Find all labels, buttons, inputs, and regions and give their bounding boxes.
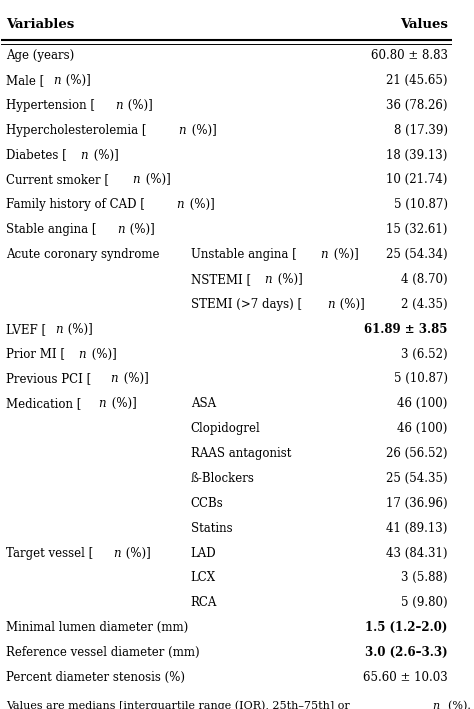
Text: Age (years): Age (years)	[6, 49, 74, 62]
Text: (%).: (%).	[441, 700, 471, 709]
Text: 46 (100): 46 (100)	[397, 397, 447, 411]
Text: (%)]: (%)]	[108, 397, 137, 411]
Text: Hypercholesterolemia [: Hypercholesterolemia [	[6, 123, 146, 137]
Text: Previous PCI [: Previous PCI [	[6, 372, 91, 386]
Text: 5 (10.87): 5 (10.87)	[393, 199, 447, 211]
Text: 43 (84.31): 43 (84.31)	[386, 547, 447, 559]
Text: 15 (32.61): 15 (32.61)	[386, 223, 447, 236]
Text: NSTEMI [: NSTEMI [	[191, 273, 251, 286]
Text: Current smoker [: Current smoker [	[6, 174, 109, 186]
Text: 4 (8.70): 4 (8.70)	[401, 273, 447, 286]
Text: 21 (45.65): 21 (45.65)	[386, 74, 447, 87]
Text: 25 (54.35): 25 (54.35)	[386, 472, 447, 485]
Text: n: n	[53, 74, 61, 87]
Text: n: n	[178, 123, 186, 137]
Text: n: n	[110, 372, 118, 386]
Text: 2 (4.35): 2 (4.35)	[401, 298, 447, 311]
Text: (%)]: (%)]	[330, 248, 358, 261]
Text: CCBs: CCBs	[191, 497, 223, 510]
Text: 5 (9.80): 5 (9.80)	[401, 596, 447, 609]
Text: 25 (54.34): 25 (54.34)	[386, 248, 447, 261]
Text: Values are medians [interquartile range (IQR), 25th–75th] or: Values are medians [interquartile range …	[6, 700, 353, 709]
Text: (%)]: (%)]	[126, 223, 155, 236]
Text: 1.5 (1.2–2.0): 1.5 (1.2–2.0)	[365, 621, 447, 634]
Text: ß-Blockers: ß-Blockers	[191, 472, 255, 485]
Text: Statins: Statins	[191, 522, 232, 535]
Text: 3 (6.52): 3 (6.52)	[401, 347, 447, 361]
Text: 5 (10.87): 5 (10.87)	[393, 372, 447, 386]
Text: (%)]: (%)]	[90, 149, 118, 162]
Text: n: n	[113, 547, 120, 559]
Text: RAAS antagonist: RAAS antagonist	[191, 447, 291, 460]
Text: Medication [: Medication [	[6, 397, 81, 411]
Text: (%)]: (%)]	[188, 123, 216, 137]
Text: 8 (17.39): 8 (17.39)	[393, 123, 447, 137]
Text: LCX: LCX	[191, 571, 216, 584]
Text: 3.0 (2.6–3.3): 3.0 (2.6–3.3)	[365, 646, 447, 659]
Text: (%)]: (%)]	[186, 199, 214, 211]
Text: 26 (56.52): 26 (56.52)	[386, 447, 447, 460]
Text: n: n	[117, 223, 125, 236]
Text: n: n	[78, 347, 86, 361]
Text: (%)]: (%)]	[274, 273, 302, 286]
Text: 61.89 ± 3.85: 61.89 ± 3.85	[364, 323, 447, 335]
Text: STEMI (>7 days) [: STEMI (>7 days) [	[191, 298, 302, 311]
Text: RCA: RCA	[191, 596, 217, 609]
Text: (%)]: (%)]	[120, 372, 148, 386]
Text: LVEF [: LVEF [	[6, 323, 46, 335]
Text: Hypertension [: Hypertension [	[6, 99, 95, 112]
Text: Unstable angina [: Unstable angina [	[191, 248, 296, 261]
Text: n: n	[99, 397, 106, 411]
Text: 10 (21.74): 10 (21.74)	[386, 174, 447, 186]
Text: (%)]: (%)]	[125, 99, 153, 112]
Text: 3 (5.88): 3 (5.88)	[401, 571, 447, 584]
Text: n: n	[432, 700, 439, 709]
Text: Values: Values	[400, 18, 447, 31]
Text: Reference vessel diameter (mm): Reference vessel diameter (mm)	[6, 646, 200, 659]
Text: 46 (100): 46 (100)	[397, 422, 447, 435]
Text: (%)]: (%)]	[62, 74, 91, 87]
Text: Clopidogrel: Clopidogrel	[191, 422, 260, 435]
Text: 36 (78.26): 36 (78.26)	[386, 99, 447, 112]
Text: (%)]: (%)]	[142, 174, 170, 186]
Text: n: n	[115, 99, 123, 112]
Text: Family history of CAD [: Family history of CAD [	[6, 199, 145, 211]
Text: Percent diameter stenosis (%): Percent diameter stenosis (%)	[6, 671, 185, 684]
Text: 17 (36.96): 17 (36.96)	[386, 497, 447, 510]
Text: 18 (39.13): 18 (39.13)	[386, 149, 447, 162]
Text: (%)]: (%)]	[337, 298, 365, 311]
Text: n: n	[132, 174, 140, 186]
Text: 60.80 ± 8.83: 60.80 ± 8.83	[371, 49, 447, 62]
Text: (%)]: (%)]	[64, 323, 93, 335]
Text: Stable angina [: Stable angina [	[6, 223, 96, 236]
Text: Variables: Variables	[6, 18, 74, 31]
Text: 41 (89.13): 41 (89.13)	[386, 522, 447, 535]
Text: LAD: LAD	[191, 547, 216, 559]
Text: n: n	[264, 273, 272, 286]
Text: n: n	[320, 248, 328, 261]
Text: Minimal lumen diameter (mm): Minimal lumen diameter (mm)	[6, 621, 188, 634]
Text: n: n	[55, 323, 63, 335]
Text: Male [: Male [	[6, 74, 44, 87]
Text: Prior MI [: Prior MI [	[6, 347, 65, 361]
Text: n: n	[327, 298, 335, 311]
Text: Diabetes [: Diabetes [	[6, 149, 67, 162]
Text: n: n	[81, 149, 88, 162]
Text: n: n	[176, 199, 184, 211]
Text: 65.60 ± 10.03: 65.60 ± 10.03	[363, 671, 447, 684]
Text: (%)]: (%)]	[88, 347, 117, 361]
Text: Acute coronary syndrome: Acute coronary syndrome	[6, 248, 159, 261]
Text: Target vessel [: Target vessel [	[6, 547, 93, 559]
Text: ASA: ASA	[191, 397, 216, 411]
Text: (%)]: (%)]	[122, 547, 151, 559]
